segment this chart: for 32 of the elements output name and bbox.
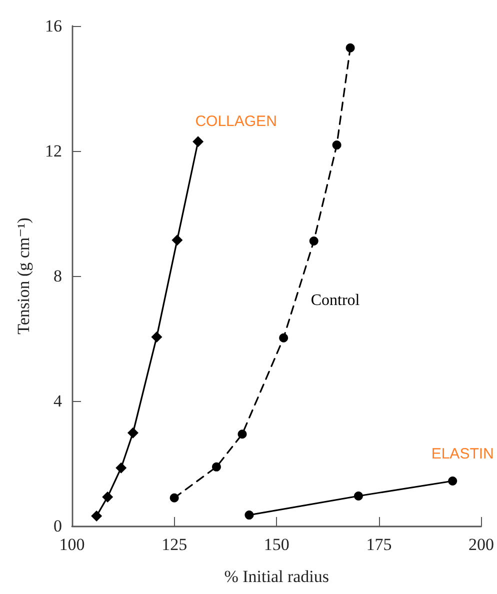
- point: [238, 430, 247, 439]
- x-tick-label: 125: [162, 535, 188, 554]
- y-tick-label: 12: [45, 142, 62, 160]
- x-tick-label: 100: [59, 535, 85, 554]
- point: [244, 510, 254, 520]
- point: [172, 234, 183, 246]
- x-tick-label: 175: [366, 535, 392, 554]
- point: [448, 476, 458, 486]
- point: [332, 140, 342, 150]
- point: [346, 43, 355, 52]
- series-label: COLLAGEN: [195, 113, 277, 130]
- point: [102, 491, 114, 502]
- x-tick-label: 150: [264, 535, 290, 554]
- y-tick-label: 4: [54, 392, 62, 410]
- y-tick-label: 8: [54, 266, 62, 286]
- point: [354, 492, 363, 500]
- series-label: Control: [310, 292, 360, 309]
- point: [309, 236, 318, 246]
- point: [279, 333, 288, 342]
- x-axis-title: % Initial radius: [224, 567, 330, 586]
- point: [91, 510, 102, 522]
- point: [127, 427, 138, 438]
- point: [192, 136, 204, 148]
- point: [151, 331, 162, 342]
- x-tick-label: 200: [468, 535, 494, 554]
- y-tick-label: 16: [45, 16, 62, 36]
- y-tick-label: 0: [54, 516, 62, 536]
- y-axis-title: Tension (g cm⁻¹): [14, 218, 33, 334]
- point: [116, 462, 127, 474]
- series-label: ELASTIN: [431, 446, 494, 462]
- point: [212, 462, 221, 472]
- point: [170, 493, 179, 502]
